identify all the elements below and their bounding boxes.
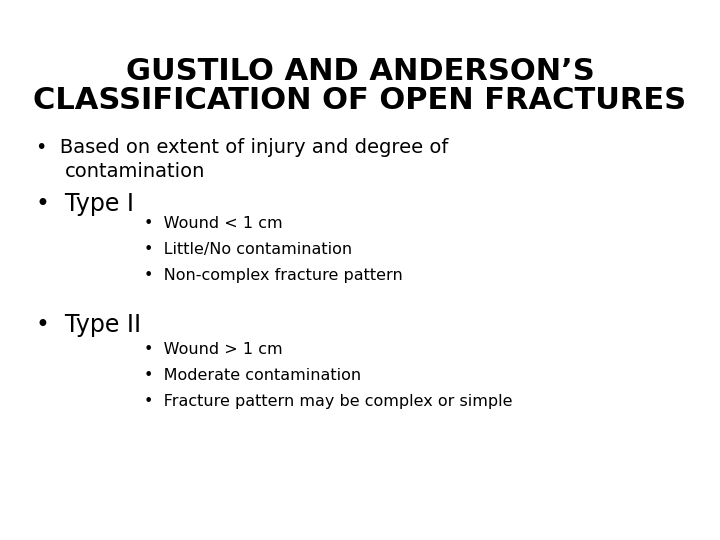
Text: •  Fracture pattern may be complex or simple: • Fracture pattern may be complex or sim… — [144, 394, 513, 409]
Text: •  Based on extent of injury and degree of: • Based on extent of injury and degree o… — [36, 138, 449, 157]
Text: •  Wound > 1 cm: • Wound > 1 cm — [144, 342, 283, 357]
Text: •  Type I: • Type I — [36, 192, 134, 215]
Text: •  Wound < 1 cm: • Wound < 1 cm — [144, 216, 283, 231]
Text: •  Type II: • Type II — [36, 313, 141, 336]
Text: •  Non-complex fracture pattern: • Non-complex fracture pattern — [144, 268, 402, 283]
Text: •  Little/No contamination: • Little/No contamination — [144, 242, 352, 257]
Text: contamination: contamination — [65, 162, 205, 181]
Text: CLASSIFICATION OF OPEN FRACTURES: CLASSIFICATION OF OPEN FRACTURES — [33, 86, 687, 116]
Text: •  Moderate contamination: • Moderate contamination — [144, 368, 361, 383]
Text: GUSTILO AND ANDERSON’S: GUSTILO AND ANDERSON’S — [125, 57, 595, 86]
